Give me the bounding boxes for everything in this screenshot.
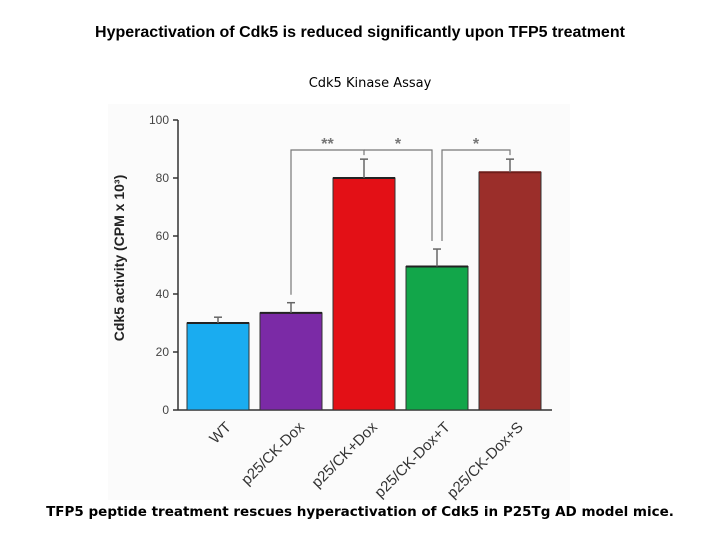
y-tick-label: 40 bbox=[156, 287, 170, 301]
y-tick-label: 60 bbox=[156, 229, 170, 243]
y-tick-label: 0 bbox=[162, 403, 169, 417]
significance-label: * bbox=[473, 136, 480, 153]
y-axis-label: Cdk5 activity (CPM x 10³) bbox=[111, 175, 127, 342]
y-tick-label: 20 bbox=[156, 345, 170, 359]
significance-label: * bbox=[395, 136, 402, 153]
chart-title: Cdk5 Kinase Assay bbox=[308, 76, 432, 91]
bar bbox=[259, 312, 323, 411]
slide-caption: TFP5 peptide treatment rescues hyperacti… bbox=[46, 504, 674, 520]
significance-bracket bbox=[441, 149, 511, 242]
y-tick-label: 80 bbox=[156, 171, 170, 185]
bar bbox=[405, 265, 469, 411]
significance-label: ** bbox=[321, 136, 334, 153]
significance-bracket bbox=[364, 149, 433, 242]
significance-bracket bbox=[290, 149, 365, 295]
bar bbox=[186, 322, 250, 411]
y-tick-label: 100 bbox=[149, 113, 169, 127]
bar bbox=[332, 177, 396, 411]
bar bbox=[478, 171, 542, 411]
slide-title: Hyperactivation of Cdk5 is reduced signi… bbox=[95, 24, 625, 41]
